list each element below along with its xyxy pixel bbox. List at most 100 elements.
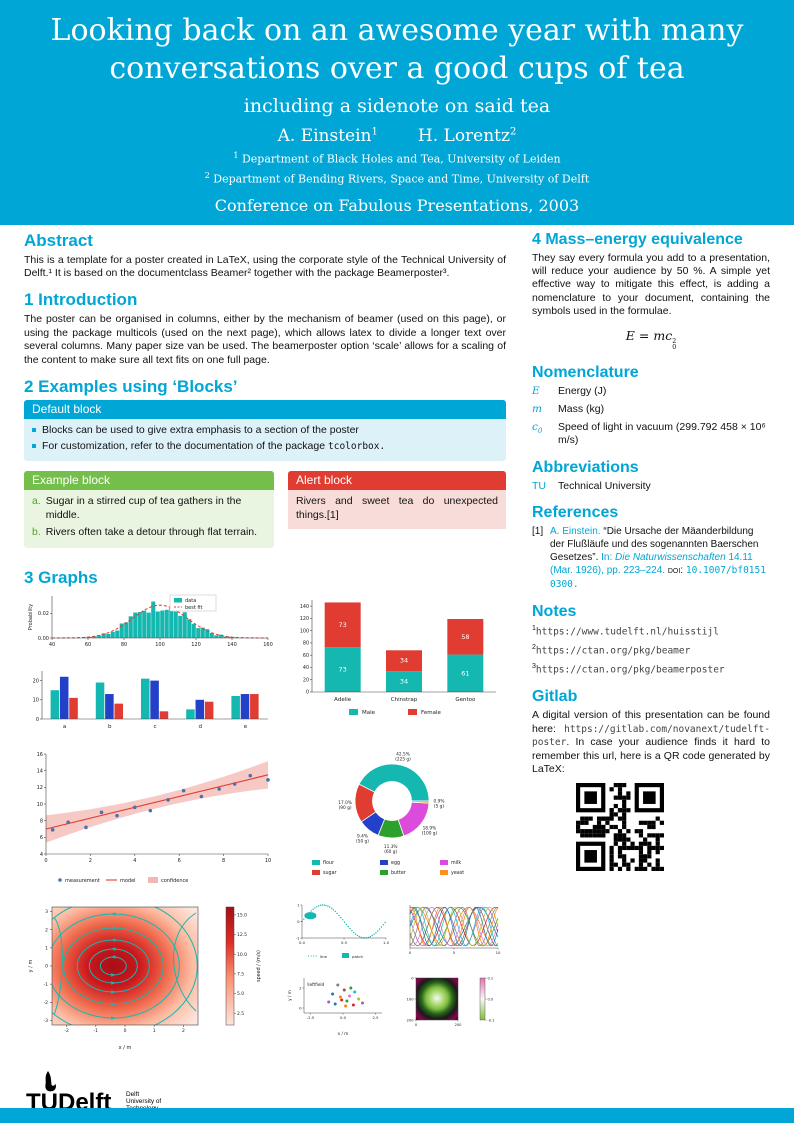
svg-text:-1: -1 xyxy=(296,936,300,941)
svg-text:yeast: yeast xyxy=(451,870,464,876)
histogram-svg: 40 60 80 100 120 140 160 0.00 0.02 Probability dat… xyxy=(28,595,273,648)
alert-block: Alert block Rivers and sweet tea do unex… xyxy=(288,471,506,548)
default-block: Default block Blocks can be used to give… xyxy=(24,400,506,462)
example-block-title: Example block xyxy=(24,471,274,491)
svg-text:18.9%(100 g): 18.9% (100 g) xyxy=(422,826,438,837)
block-row: Example block a. Sugar in a stirred cup … xyxy=(24,471,506,558)
svg-text:73: 73 xyxy=(339,621,347,629)
svg-text:10: 10 xyxy=(265,858,271,864)
logo-subline: Delft xyxy=(126,1091,139,1098)
svg-text:80: 80 xyxy=(121,642,127,648)
svg-text:2.5: 2.5 xyxy=(372,1015,379,1020)
svg-text:0.00: 0.00 xyxy=(38,636,49,642)
square-bullet-icon xyxy=(32,443,36,448)
svg-text:1: 1 xyxy=(153,1028,156,1034)
svg-text:10: 10 xyxy=(496,950,501,955)
default-block-body: Blocks can be used to give extra emphasi… xyxy=(24,419,506,462)
qr-code-svg xyxy=(576,782,664,871)
abstract-heading: Abstract xyxy=(24,230,93,250)
svg-text:\leftfield: \leftfield xyxy=(307,982,325,987)
qr-code xyxy=(576,782,770,876)
mass-energy-formula: E = mc 2 0 xyxy=(625,327,677,352)
svg-text:42.5%(225 g): 42.5% (225 g) xyxy=(395,752,411,763)
svg-text:a: a xyxy=(63,724,66,730)
svg-text:0: 0 xyxy=(36,717,39,723)
gitlab-heading: Gitlab xyxy=(532,688,578,706)
svg-text:3: 3 xyxy=(45,909,48,915)
svg-text:patch: patch xyxy=(352,954,364,959)
chart-streamplot: -2 -1 0 1 2 -3 -2 -1 0 1 2 3 x / m y / m 2.5 5.0 7.5 10.0… xyxy=(24,903,274,1058)
svg-text:60: 60 xyxy=(303,653,309,659)
tudelft-logo: TUDelft Delft University of Technology xyxy=(24,1070,506,1108)
svg-text:Female: Female xyxy=(421,710,442,716)
svg-text:100: 100 xyxy=(407,998,415,1002)
svg-text:0.5: 0.5 xyxy=(341,940,348,945)
graphs-left-column: 40 60 80 100 120 140 160 0.00 0.02 Probability dat… xyxy=(24,592,274,1064)
left-column: Abstract This is a template for a poster… xyxy=(24,229,506,1108)
note-item: 2https://ctan.org/pkg/beamer xyxy=(532,644,691,657)
svg-text:0: 0 xyxy=(124,1028,127,1034)
doi-link: 10.1007/bf01510300. xyxy=(550,565,766,590)
svg-text:d: d xyxy=(198,724,202,730)
svg-text:10: 10 xyxy=(37,802,43,808)
chart-field-scatter: \leftfield -2.5 0.0 2.5 0 2 x / m y / m xyxy=(284,973,392,1042)
alert-block-title: Alert block xyxy=(288,471,506,491)
enum-item: b. Rivers often take a detour through fl… xyxy=(32,525,258,538)
examples-heading: 2 Examples using ‘Blocks’ xyxy=(24,377,238,397)
svg-text:1.0: 1.0 xyxy=(383,940,390,945)
svg-text:200: 200 xyxy=(407,1019,415,1023)
svg-text:140: 140 xyxy=(227,642,237,648)
example-block: Example block a. Sugar in a stirred cup … xyxy=(24,471,274,549)
svg-text:-2: -2 xyxy=(64,1028,69,1034)
svg-text:120: 120 xyxy=(191,642,201,648)
square-bullet-icon xyxy=(32,428,36,433)
svg-text:73: 73 xyxy=(339,666,347,674)
graphs-right-column: 73 73 Adelie 34 34 Chinstrap 61 58 Gentoo 0 20 40 60… xyxy=(284,592,506,1064)
default-block-title: Default block xyxy=(24,400,506,420)
svg-text:8: 8 xyxy=(40,819,43,825)
svg-text:best fit: best fit xyxy=(185,605,203,611)
svg-text:-0.1: -0.1 xyxy=(488,1019,495,1023)
chart-regression: 0 2 4 6 8 10 4 6 8 10 12 14 16 measurement model confid… xyxy=(24,746,274,897)
logo-wordmark: TUDelft xyxy=(26,1089,111,1108)
svg-text:line: line xyxy=(320,954,328,959)
chart-penguins: 73 73 Adelie 34 34 Chinstrap 61 58 Gentoo 0 20 40 60… xyxy=(284,592,506,737)
svg-text:0: 0 xyxy=(299,1006,302,1011)
svg-text:-3: -3 xyxy=(44,1018,49,1024)
small-multiples-grid: 0.0 0.5 1.0 -1 0 1 line patch 0 5 10 \leftfield -2… xyxy=(284,900,506,1042)
note-url: https://ctan.org/pkg/beamerposter xyxy=(535,664,725,676)
svg-text:120: 120 xyxy=(300,616,309,622)
svg-text:4: 4 xyxy=(133,858,136,864)
nomenclature-heading: Nomenclature xyxy=(532,363,639,381)
bullet-item: For customization, refer to the document… xyxy=(32,440,498,454)
svg-text:1: 1 xyxy=(297,903,300,908)
svg-text:Adelie: Adelie xyxy=(334,697,352,703)
svg-text:-1: -1 xyxy=(44,982,49,988)
svg-text:0.0: 0.0 xyxy=(488,998,494,1002)
svg-text:Gentoo: Gentoo xyxy=(455,697,476,703)
logo-subline: Technology xyxy=(126,1105,159,1108)
right-column: 4 Mass–energy equivalence They say every… xyxy=(532,229,770,1109)
svg-text:80: 80 xyxy=(303,641,309,647)
svg-text:model: model xyxy=(120,878,136,884)
svg-text:61: 61 xyxy=(461,670,469,678)
svg-text:15.0: 15.0 xyxy=(237,913,247,919)
mass-energy-text: They say every formula you add to a pres… xyxy=(532,251,770,318)
introduction-heading: 1 Introduction xyxy=(24,290,138,310)
svg-text:0: 0 xyxy=(415,1023,418,1027)
svg-text:2: 2 xyxy=(89,858,92,864)
notes-heading: Notes xyxy=(532,603,577,621)
svg-text:0: 0 xyxy=(306,690,309,696)
svg-text:confidence: confidence xyxy=(161,878,188,884)
svg-text:y / m: y / m xyxy=(287,991,292,1002)
svg-text:60: 60 xyxy=(85,642,91,648)
example-block-body: a. Sugar in a stirred cup of tea gathers… xyxy=(24,490,274,549)
svg-text:2: 2 xyxy=(299,986,302,991)
bullet-item: Blocks can be used to give extra emphasi… xyxy=(32,424,498,438)
footer-bar xyxy=(0,1108,794,1123)
chart-histogram: 40 60 80 100 120 140 160 0.00 0.02 Probability dat… xyxy=(24,592,274,659)
svg-text:Male: Male xyxy=(362,710,376,716)
svg-text:data: data xyxy=(185,598,196,604)
affiliation: 2 Department of Bending Rivers, Space an… xyxy=(204,170,590,186)
